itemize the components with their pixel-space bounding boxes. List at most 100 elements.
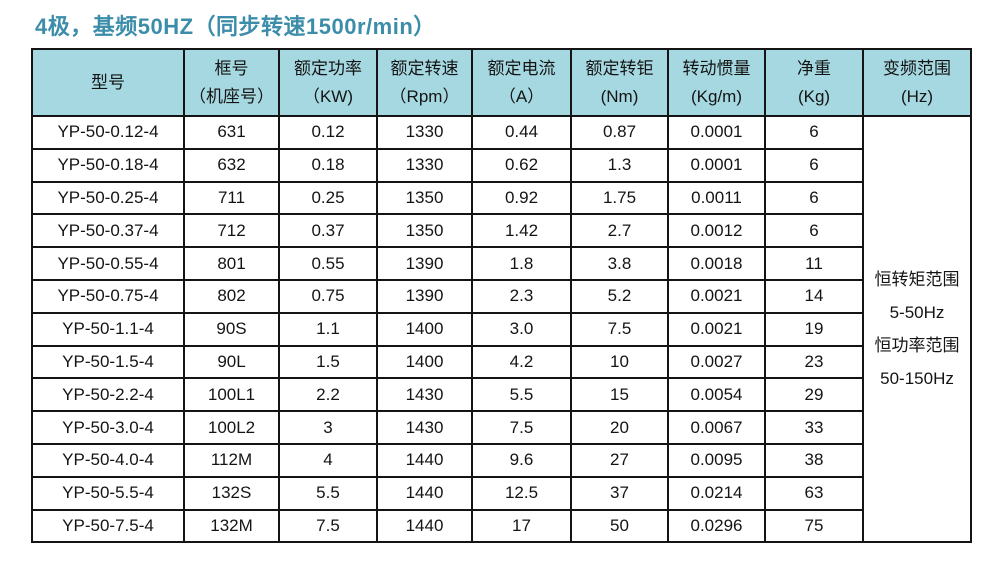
cell-frame: 712 <box>183 213 280 249</box>
cell-frame: 100L1 <box>183 377 280 413</box>
cell-frame: 90L <box>183 344 280 380</box>
table-row: YP-50-5.5-4 132S 5.5 1440 12.5 37 0.0214 63 <box>31 475 971 511</box>
cell-rated-speed: 1390 <box>376 246 473 281</box>
cell-inertia: 0.0012 <box>667 213 766 249</box>
cell-inertia: 0.0296 <box>667 508 766 544</box>
cell-model: YP-50-0.37-4 <box>31 213 185 249</box>
cell-rated-power: 1.5 <box>278 344 378 380</box>
cell-net-weight: 38 <box>764 442 864 478</box>
cell-rated-torque: 0.87 <box>570 115 669 150</box>
col-header-unit: (Kg/m) <box>691 86 742 106</box>
table-row: YP-50-1.5-4 90L 1.5 1400 4.2 10 0.0027 23 <box>31 344 971 380</box>
cell-rated-power: 0.75 <box>278 278 378 314</box>
cell-rated-torque: 37 <box>570 475 669 511</box>
cell-frame: 132M <box>183 508 280 544</box>
table-row: YP-50-0.55-4 801 0.55 1390 1.8 3.8 0.0018 11 <box>31 246 971 281</box>
cell-frame: 112M <box>183 442 280 478</box>
col-header-unit: （KW) <box>302 86 354 106</box>
cell-model: YP-50-0.25-4 <box>31 180 185 216</box>
cell-model: YP-50-0.12-4 <box>31 115 185 150</box>
cell-frame: 711 <box>183 180 280 216</box>
cell-frame: 632 <box>183 147 280 183</box>
cell-model: YP-50-0.18-4 <box>31 147 185 183</box>
cell-rated-speed: 1440 <box>376 475 473 511</box>
cell-rated-torque: 5.2 <box>570 278 669 314</box>
cell-model: YP-50-0.75-4 <box>31 278 185 314</box>
table-row: YP-50-7.5-4 132M 7.5 1440 17 50 0.0296 75 <box>31 508 971 544</box>
cell-net-weight: 6 <box>764 180 864 216</box>
cell-rated-power: 0.37 <box>278 213 378 249</box>
freq-range-note-line: 恒功率范围 <box>874 336 960 356</box>
cell-rated-current: 7.5 <box>471 410 572 445</box>
col-header-unit: (Nm) <box>600 86 639 106</box>
cell-rated-speed: 1430 <box>376 377 473 413</box>
cell-rated-speed: 1330 <box>376 147 473 183</box>
cell-net-weight: 14 <box>764 278 864 314</box>
cell-rated-torque: 1.3 <box>570 147 669 183</box>
cell-rated-current: 4.2 <box>471 344 572 380</box>
cell-rated-speed: 1330 <box>376 115 473 150</box>
cell-model: YP-50-3.0-4 <box>31 410 185 445</box>
col-header-label: 额定功率 <box>294 59 362 79</box>
col-header-rated-current: 额定电流 （A） <box>471 48 572 117</box>
cell-rated-current: 2.3 <box>471 278 572 314</box>
col-header-freq-range: 变频范围 (Hz) <box>862 48 972 117</box>
cell-rated-speed: 1350 <box>376 213 473 249</box>
cell-net-weight: 11 <box>764 246 864 281</box>
cell-frame: 631 <box>183 115 280 150</box>
col-header-unit: (Kg) <box>797 86 831 106</box>
table-header: 型号 框号 （机座号） 额定功率 （KW) 额定转速 （Rpm） 额定电流 （A） 额定转钜 (Nm… <box>31 48 972 117</box>
cell-inertia: 0.0001 <box>667 147 766 183</box>
cell-rated-power: 7.5 <box>278 508 378 544</box>
cell-rated-power: 0.55 <box>278 246 378 281</box>
cell-net-weight: 29 <box>764 377 864 413</box>
col-header-label: 净重 <box>797 59 831 79</box>
cell-rated-current: 1.42 <box>471 213 572 249</box>
col-header-label: 额定转速 <box>390 59 459 79</box>
cell-inertia: 0.0011 <box>667 180 766 216</box>
col-header-label: 变频范围 <box>883 59 951 79</box>
cell-inertia: 0.0095 <box>667 442 766 478</box>
cell-net-weight: 75 <box>764 508 864 544</box>
header-row: 型号 框号 （机座号） 额定功率 （KW) 额定转速 （Rpm） 额定电流 （A） 额定转钜 (Nm… <box>31 48 972 117</box>
cell-rated-current: 9.6 <box>471 442 572 478</box>
cell-rated-speed: 1350 <box>376 180 473 216</box>
table-row: YP-50-0.18-4 632 0.18 1330 0.62 1.3 0.0001 6 <box>31 147 971 183</box>
cell-frame: 100L2 <box>183 410 280 445</box>
cell-inertia: 0.0018 <box>667 246 766 281</box>
cell-rated-current: 0.62 <box>471 147 572 183</box>
cell-rated-power: 0.18 <box>278 147 378 183</box>
cell-inertia: 0.0021 <box>667 278 766 314</box>
cell-model: YP-50-0.55-4 <box>31 246 185 281</box>
cell-rated-torque: 20 <box>570 410 669 445</box>
cell-model: YP-50-2.2-4 <box>31 377 185 413</box>
table-row: YP-50-0.25-4 711 0.25 1350 0.92 1.75 0.0011 6 <box>31 180 971 216</box>
col-header-unit: （Rpm） <box>389 86 460 106</box>
table-row: YP-50-4.0-4 112M 4 1440 9.6 27 0.0095 38 <box>31 442 971 478</box>
col-header-label: 额定电流 <box>487 59 556 79</box>
cell-model: YP-50-7.5-4 <box>31 508 185 544</box>
col-header-net-weight: 净重 (Kg) <box>764 48 864 117</box>
cell-rated-power: 3 <box>278 410 378 445</box>
table-row: YP-50-0.37-4 712 0.37 1350 1.42 2.7 0.0012 6 <box>31 213 971 249</box>
cell-inertia: 0.0027 <box>667 344 766 380</box>
cell-net-weight: 23 <box>764 344 864 380</box>
freq-range-merged-cell: 恒转矩范围 5-50Hz 恒功率范围 50-150Hz <box>862 114 972 544</box>
cell-rated-current: 17 <box>471 508 572 544</box>
cell-net-weight: 19 <box>764 311 864 347</box>
motor-spec-table: 型号 框号 （机座号） 额定功率 （KW) 额定转速 （Rpm） 额定电流 （A） 额定转钜 (Nm… <box>31 48 972 544</box>
cell-model: YP-50-5.5-4 <box>31 475 185 511</box>
table-row: YP-50-2.2-4 100L1 2.2 1430 5.5 15 0.0054 29 <box>31 377 971 413</box>
cell-rated-speed: 1390 <box>376 278 473 314</box>
freq-range-note-line: 50-150Hz <box>880 369 954 389</box>
cell-net-weight: 6 <box>764 147 864 183</box>
cell-rated-speed: 1440 <box>376 442 473 478</box>
cell-rated-torque: 10 <box>570 344 669 380</box>
cell-rated-speed: 1430 <box>376 410 473 445</box>
col-header-rated-torque: 额定转钜 (Nm) <box>570 48 669 117</box>
col-header-label: 额定转钜 <box>585 59 654 79</box>
table-row: YP-50-0.75-4 802 0.75 1390 2.3 5.2 0.0021 14 <box>31 278 971 314</box>
col-header-rated-power: 额定功率 （KW) <box>278 48 378 117</box>
cell-rated-torque: 7.5 <box>570 311 669 347</box>
